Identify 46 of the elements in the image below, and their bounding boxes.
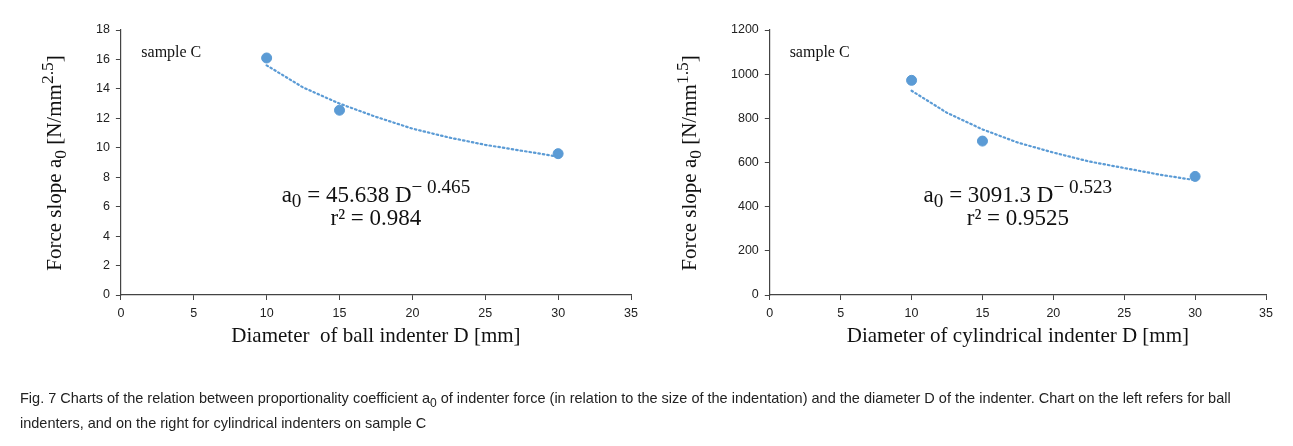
x-tick-label: 20 [1046,305,1061,320]
point [1189,170,1201,182]
x-axis-title: Diameter of cylindrical indenter D [mm] [846,323,1190,348]
y-tick-label: 1000 [731,66,759,81]
y-tick-label: 10 [96,140,110,155]
y-tick-label: 16 [96,51,110,66]
x-tick-label: 5 [190,305,198,320]
y-tick-label: 2 [102,258,110,273]
y-tick-label: 18 [96,22,110,37]
x-tick-label: 10 [259,305,274,320]
caption: Fig. 7 Charts of the relation between proportionality coefficient a$_{0}$ of indenter force (in relation to the size of the indentation) and the diameter D of the indenter. Chart on the left refers for ball indenters, and on the right for cylindrical indenters on sample C [20,389,1232,433]
x-tick-label: 30 [551,305,566,320]
annotation: sample C [789,43,850,62]
annotation: sample C [141,43,202,62]
x-tick-label: 15 [975,305,990,320]
x-tick-label: 25 [1117,305,1132,320]
annotation: r² = 0.9525 [966,204,1070,231]
annotation: r² = 0.984 [330,204,422,231]
y-tick-label: 800 [737,110,759,125]
x-tick-label: 0 [766,305,774,320]
x-tick-label: 25 [478,305,493,320]
x-tick-label: 20 [405,305,420,320]
x-tick-label: 35 [1259,305,1273,320]
x-tick-label: 35 [624,305,638,320]
y-tick-label: 200 [737,243,759,258]
point [906,74,918,86]
point [976,135,988,147]
x-tick-label: 30 [1188,305,1203,320]
y-tick-label: 600 [737,154,759,169]
point [334,104,346,116]
y-tick-label: 1200 [731,22,759,37]
y-tick-label: 14 [96,81,110,96]
point [552,148,564,160]
point [261,52,273,64]
x-tick-label: 5 [837,305,845,320]
y-tick-label: 0 [102,287,110,302]
y-tick-label: 8 [102,169,110,184]
x-axis-title: Diameter of ball indenter D [mm] [231,323,521,348]
y-tick-label: 0 [751,287,759,302]
y-tick-label: 400 [737,199,759,214]
y-tick-label: 6 [102,199,110,214]
x-tick-label: 10 [904,305,919,320]
y-tick-label: 4 [102,228,110,243]
y-tick-label: 12 [96,110,110,125]
x-tick-label: 15 [332,305,347,320]
x-tick-label: 0 [117,305,125,320]
